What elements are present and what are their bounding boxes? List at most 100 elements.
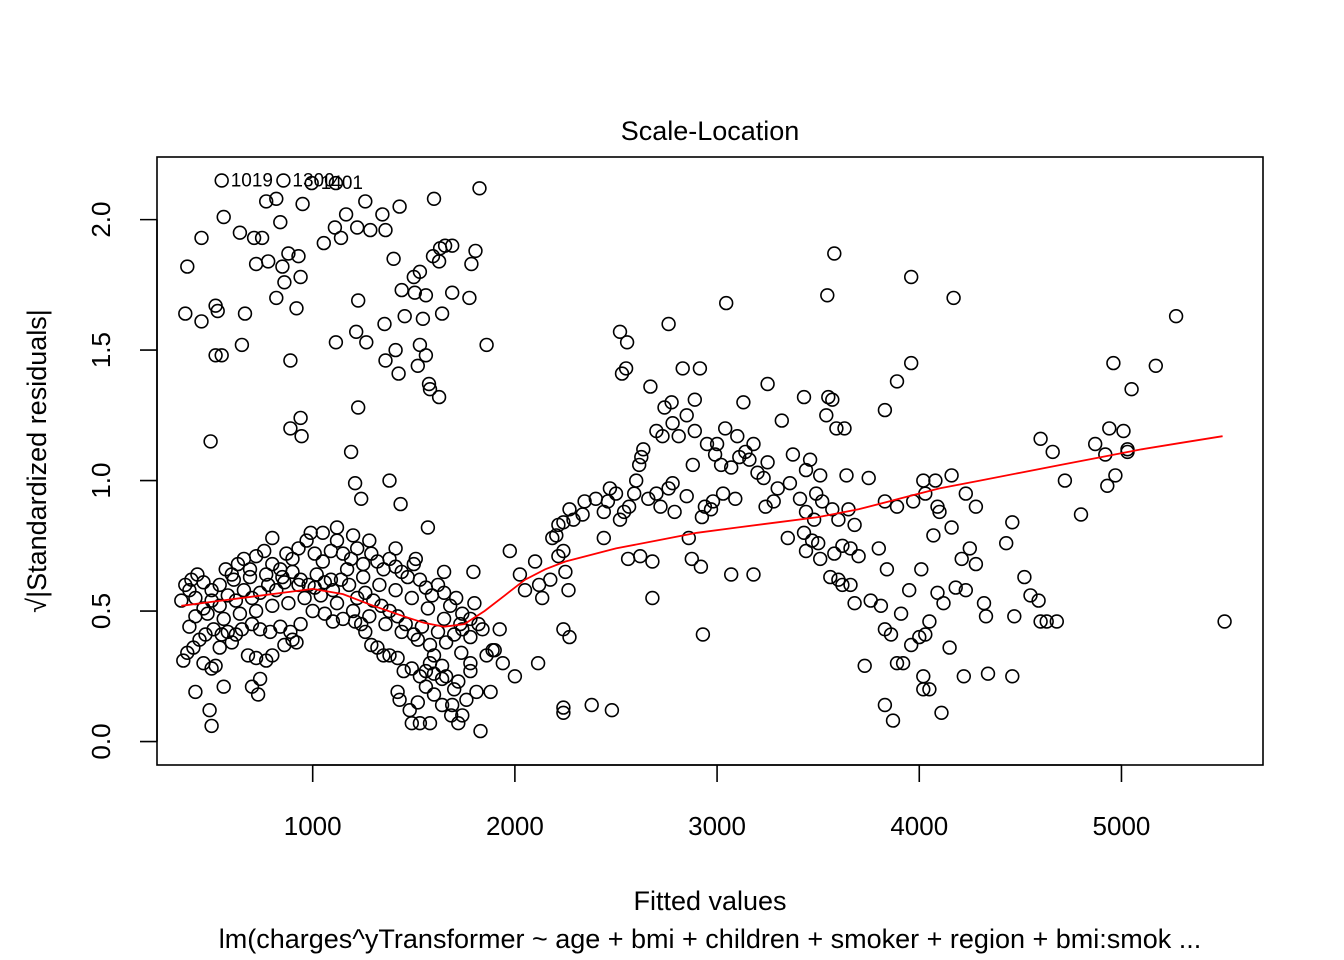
data-point [281,246,296,261]
data-point [728,491,743,506]
data-point [641,491,656,506]
data-point [798,504,814,520]
data-point [436,564,452,580]
x-axis: 1000 2000 3000 4000 5000 [284,764,1151,841]
data-point [527,554,543,569]
data-point [196,601,211,616]
data-point [1057,473,1073,488]
data-point [634,449,649,465]
data-point [333,572,349,587]
data-point [903,269,919,285]
data-point [549,528,564,543]
data-point [530,655,546,671]
data-point [956,669,971,684]
data-point [562,629,577,645]
data-point [283,353,298,368]
data-point [418,348,434,363]
data-point [438,635,454,650]
data-point [358,585,373,600]
points-layer [174,173,1232,739]
data-point [792,491,808,506]
data-point [214,173,229,188]
data-point [204,661,219,676]
data-point [561,582,576,598]
data-point [236,582,252,598]
data-point [180,259,195,274]
data-point [556,705,571,720]
data-point [679,489,694,504]
data-point [703,502,719,517]
data-point [705,494,721,509]
data-point [281,595,296,611]
data-point [551,517,566,533]
data-point [827,246,842,261]
data-point [766,494,781,509]
data-point [293,269,308,285]
data-point [328,335,344,350]
data-point [451,674,466,689]
data-point [877,697,893,713]
data-point [421,376,437,392]
data-point [558,564,573,580]
data-point [732,449,747,465]
data-point [388,342,403,358]
x-axis-label: Fitted values [633,886,786,916]
data-point [237,306,253,321]
data-point [339,562,355,577]
data-point [447,627,462,642]
data-point [468,243,483,259]
data-point [392,692,407,707]
data-point [837,421,852,436]
data-point [885,713,901,728]
data-point [364,637,379,653]
data-point [234,337,250,353]
data-point [303,525,318,540]
data-point [390,684,405,700]
data-point [242,562,258,577]
data-point [335,546,351,561]
data-point [275,259,290,274]
data-point [1124,382,1139,397]
data-point [396,663,411,679]
data-point [391,366,406,381]
data-point [178,306,193,321]
data-point [362,533,377,548]
data-point [976,595,992,611]
data-point [305,603,320,619]
data-point [269,582,284,598]
data-point [259,567,274,582]
data-point [462,290,477,306]
data-point [944,468,959,483]
data-point [785,447,801,462]
data-point [948,580,963,595]
data-point [621,499,637,514]
data-point [408,551,423,567]
y-tick-label: 0.5 [86,593,116,629]
x-tick-label: 5000 [1093,811,1151,841]
data-point [916,473,931,488]
data-point [182,619,197,634]
data-point [347,476,363,491]
data-point [954,551,969,567]
data-point [679,408,694,423]
data-point [798,543,814,559]
data-point [746,436,761,452]
data-point [671,429,686,444]
data-point [928,473,943,488]
data-point [291,249,306,264]
data-point [269,290,284,306]
data-point [1100,478,1115,493]
data-point [358,194,373,209]
data-point [709,436,725,452]
data-point [358,624,373,640]
data-point [449,590,464,606]
data-point [645,554,660,569]
data-point [393,496,408,512]
data-point [608,486,624,501]
data-point [926,528,941,543]
data-point [276,173,291,188]
data-point [893,606,909,621]
data-point [351,400,366,415]
data-point [232,606,248,621]
data-point [285,632,300,647]
